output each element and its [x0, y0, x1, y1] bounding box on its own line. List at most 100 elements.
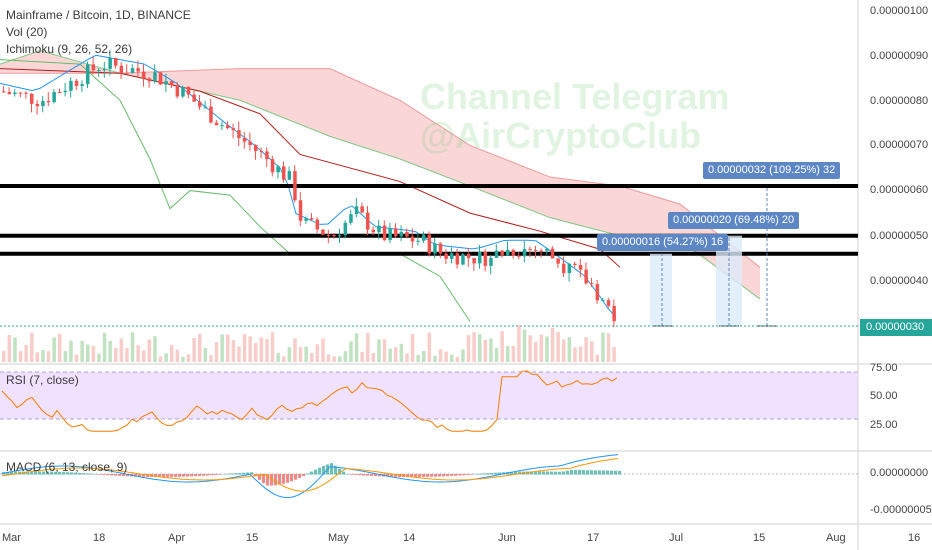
volume-indicator-label[interactable]: Vol (20)	[6, 25, 48, 39]
macd-histogram-bar	[510, 471, 513, 475]
candle-body	[500, 250, 504, 256]
macd-histogram-bar	[230, 473, 233, 475]
macd-histogram-bar	[414, 474, 417, 478]
macd-histogram-bar	[46, 471, 49, 475]
candle-body	[321, 229, 325, 235]
candle-body	[46, 101, 51, 103]
macd-histogram-bar	[486, 473, 489, 475]
macd-histogram-bar	[498, 472, 501, 475]
volume-bar	[18, 351, 23, 362]
candle-body	[450, 253, 454, 259]
volume-bar	[354, 333, 359, 362]
volume-bar	[590, 341, 594, 362]
macd-histogram-bar	[290, 474, 293, 482]
macd-histogram-bar	[570, 469, 573, 475]
volume-bar	[511, 345, 516, 362]
macd-histogram-bar	[306, 473, 309, 475]
macd-histogram-bar	[126, 474, 129, 477]
volume-bar	[343, 351, 348, 362]
measure-label-2[interactable]: 0.00000020 (69.48%) 20	[668, 212, 800, 229]
candle-body	[416, 240, 420, 242]
ichimoku-cloud	[0, 50, 760, 299]
volume-bar	[231, 340, 236, 362]
volume-bar	[276, 352, 280, 362]
macd-histogram-bar	[466, 474, 469, 475]
macd-histogram-bar	[386, 474, 389, 477]
price-tick: 0.00000100	[870, 5, 929, 17]
rsi-line	[1, 370, 618, 432]
macd-histogram-bar	[578, 469, 581, 475]
candle-body	[534, 249, 538, 251]
candle-body	[259, 151, 264, 153]
candle-body	[153, 72, 157, 82]
candle-body	[209, 106, 213, 123]
macd-histogram-bar	[518, 471, 521, 475]
candle-body	[287, 171, 292, 180]
candle-body	[522, 248, 527, 257]
macd-histogram-bar	[362, 474, 365, 476]
macd-histogram-bar	[162, 474, 165, 478]
volume-bar	[198, 333, 202, 362]
candle-body	[198, 101, 202, 107]
measure-label-1[interactable]: 0.00000016 (54.27%) 16	[597, 234, 729, 251]
macd-histogram-bar	[174, 474, 177, 477]
macd-histogram-bar	[442, 474, 445, 477]
candle-body	[58, 91, 62, 93]
candle-body	[567, 263, 572, 274]
macd-histogram-bar	[478, 473, 481, 475]
macd-histogram-bar	[330, 463, 333, 475]
macd-histogram-bar	[418, 474, 421, 478]
candle-body	[276, 166, 280, 173]
time-tick: Mar	[2, 532, 21, 544]
candle-body	[248, 141, 252, 145]
volume-bar	[444, 351, 448, 362]
macd-label[interactable]: MACD (6, 13, close, 9)	[6, 460, 128, 474]
candle-body	[231, 128, 236, 131]
volume-bar	[2, 350, 6, 362]
price-tick: 0.00000080	[870, 95, 929, 107]
volume-bar	[394, 347, 398, 362]
macd-histogram-bar	[194, 474, 197, 477]
macd-histogram-bar	[590, 470, 593, 475]
macd-histogram-bar	[494, 472, 497, 475]
macd-histogram-bar	[602, 470, 605, 475]
volume-bar	[192, 338, 196, 362]
volume-bar	[595, 354, 600, 362]
volume-bar	[265, 338, 269, 362]
macd-histogram-bar	[14, 471, 17, 475]
ichimoku-indicator-label[interactable]: Ichimoku (9, 26, 52, 26)	[6, 42, 133, 56]
volume-bar	[349, 341, 353, 362]
macd-histogram-bar	[610, 470, 613, 475]
macd-histogram-bar	[618, 470, 621, 475]
volume-bar	[298, 347, 303, 362]
volume-bar	[58, 333, 62, 362]
candle-body	[186, 86, 191, 95]
macd-histogram-bar	[594, 470, 597, 475]
volume-bar	[102, 332, 107, 362]
macd-line	[1, 454, 619, 499]
volume-bar	[517, 325, 521, 362]
macd-histogram-bar	[186, 474, 189, 477]
rsi-label[interactable]: RSI (7, close)	[6, 373, 79, 387]
volume-bar	[226, 334, 230, 362]
rsi-band	[0, 372, 858, 419]
macd-histogram-bar	[334, 465, 337, 475]
macd-histogram-bar	[58, 471, 61, 475]
macd-histogram-bar	[94, 473, 97, 475]
candle-body	[254, 144, 258, 152]
volume-bar	[282, 356, 286, 362]
candle-body	[41, 101, 45, 107]
measure-label-3[interactable]: 0.00000032 (109.25%) 32	[703, 162, 841, 179]
macd-histogram-bar	[274, 474, 277, 486]
senkou-span-a-line	[0, 68, 761, 268]
candle-body	[466, 254, 471, 259]
volume-bar	[80, 340, 84, 362]
volume-bar	[119, 338, 124, 362]
volume-bar	[433, 355, 437, 362]
macd-histogram-bar	[598, 470, 601, 475]
volume-bar	[478, 334, 482, 362]
candle-body	[455, 253, 460, 265]
volume-bar	[500, 331, 504, 362]
volume-bar	[130, 332, 135, 362]
macd-histogram-bar	[78, 472, 81, 475]
